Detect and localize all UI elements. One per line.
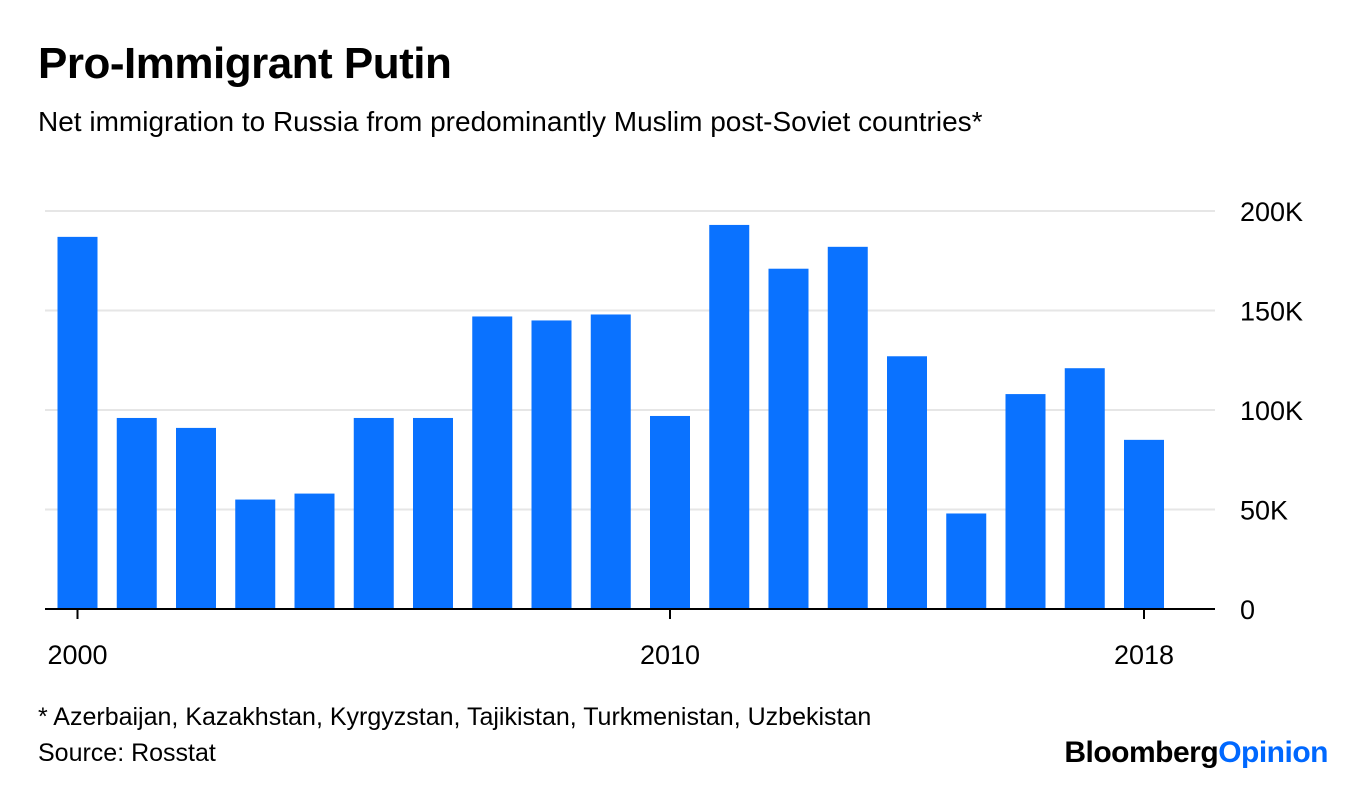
bar-2006 [413, 417, 453, 609]
bar-2011 [709, 224, 750, 609]
source-note: Source: Rosstat [38, 739, 216, 767]
bar-2003 [235, 499, 276, 609]
bar-chart: 0 50K 100K 150K 200K 2000 2010 2018 [45, 197, 1303, 670]
bar-2000 [57, 236, 98, 609]
bar-2018 [1124, 439, 1164, 609]
x-tick-label: 2010 [640, 640, 700, 670]
bar-2015 [946, 513, 987, 609]
bar-2004 [294, 493, 335, 609]
chart-title: Pro-Immigrant Putin [38, 39, 452, 88]
y-tick-label: 150K [1240, 297, 1303, 327]
brand-opinion: Opinion [1218, 736, 1328, 769]
bar-2017 [1064, 368, 1105, 609]
bar-2013 [827, 246, 868, 609]
bar-2007 [472, 316, 513, 609]
footnote: * Azerbaijan, Kazakhstan, Kyrgyzstan, Ta… [38, 703, 872, 731]
x-tick-label: 2018 [1114, 640, 1174, 670]
chart-subtitle: Net immigration to Russia from predomina… [38, 106, 983, 137]
bar-2016 [1005, 394, 1046, 609]
bar-2001 [116, 417, 157, 609]
bar-2002 [176, 427, 216, 609]
x-tick-label: 2000 [47, 640, 107, 670]
bloomberg-opinion-logo: BloombergOpinion [1064, 735, 1328, 771]
bar-2014 [887, 356, 927, 609]
brand-bloomberg: Bloomberg [1064, 736, 1219, 769]
y-tick-label: 50K [1240, 496, 1288, 526]
bar-2010 [650, 415, 690, 609]
bar-2008 [531, 320, 572, 609]
bar-2012 [768, 268, 809, 609]
bar-2005 [353, 417, 394, 609]
y-tick-label: 0 [1240, 595, 1255, 625]
y-tick-label: 100K [1240, 396, 1303, 426]
y-tick-label: 200K [1240, 197, 1303, 227]
bar-2009 [590, 314, 631, 609]
